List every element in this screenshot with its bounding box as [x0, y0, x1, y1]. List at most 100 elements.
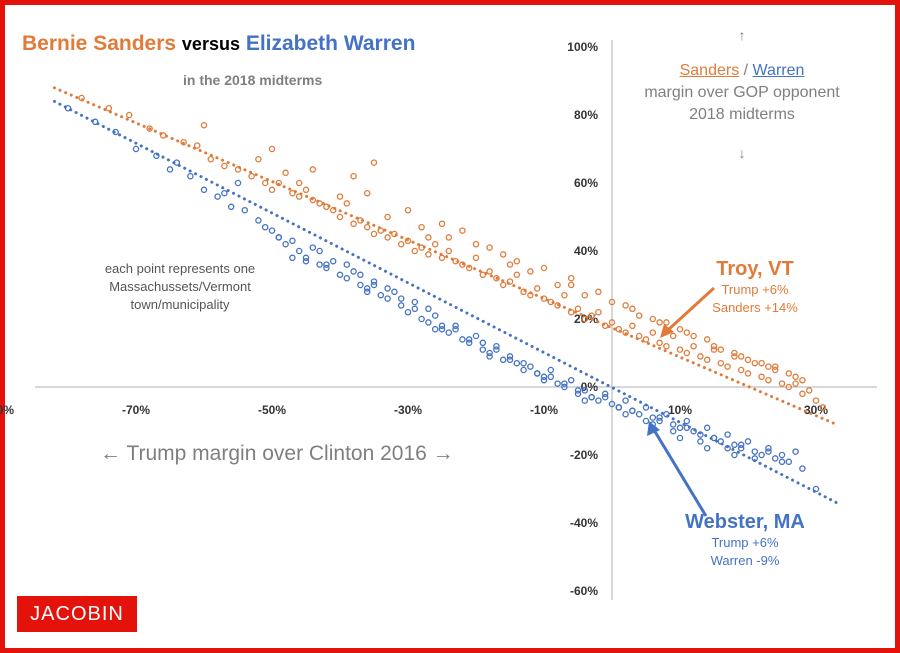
data-point [527, 363, 534, 370]
data-point [486, 353, 493, 360]
data-point [425, 234, 432, 241]
data-point [778, 458, 786, 466]
data-point [309, 166, 317, 173]
data-point [289, 237, 296, 245]
data-point [255, 155, 262, 163]
data-point [418, 244, 425, 251]
data-point [472, 240, 480, 248]
data-point [608, 298, 616, 306]
data-point [323, 261, 330, 268]
data-point [268, 227, 276, 234]
origin-tick-label: 0% [581, 380, 599, 394]
webster-line-2: Warren -9% [710, 553, 780, 568]
data-point [608, 319, 616, 326]
data-point [669, 332, 677, 340]
data-point [241, 206, 249, 214]
data-point [465, 264, 473, 272]
data-point [513, 271, 521, 279]
data-point [411, 305, 419, 313]
data-point [261, 223, 269, 231]
data-point [595, 308, 602, 316]
data-point [343, 200, 351, 207]
data-point [363, 223, 371, 231]
data-point [234, 179, 242, 187]
data-point [391, 288, 398, 296]
title-sanders: Bernie Sanders [22, 32, 177, 55]
data-point [744, 438, 752, 445]
data-point [676, 325, 684, 333]
data-point [533, 370, 541, 377]
data-point [737, 441, 745, 449]
data-point [656, 414, 663, 421]
data-point [275, 179, 283, 187]
data-point [268, 145, 276, 153]
data-point [350, 172, 357, 180]
data-point [207, 155, 215, 163]
data-point [316, 200, 323, 207]
data-point [608, 400, 616, 408]
data-point [329, 206, 337, 214]
data-point [527, 291, 534, 299]
annotation-webster: Webster, MA Trump +6% Warren -9% [672, 511, 818, 570]
data-point [309, 244, 317, 251]
data-point [710, 346, 718, 353]
data-point [615, 325, 623, 333]
data-point [731, 349, 738, 357]
data-point [574, 305, 582, 313]
data-point [601, 322, 609, 330]
data-point [302, 186, 310, 194]
data-point [397, 240, 405, 248]
data-point [105, 104, 113, 112]
webster-line-1: Trump +6% [711, 535, 779, 550]
troy-pointer-arrow [666, 286, 716, 332]
data-point [520, 288, 527, 296]
data-point [642, 404, 650, 411]
data-point [397, 302, 405, 309]
data-point [751, 448, 759, 455]
data-point [771, 366, 779, 374]
data-point [629, 305, 636, 313]
data-point [574, 387, 582, 394]
data-point [737, 353, 745, 360]
data-point [357, 271, 364, 279]
data-point [622, 397, 629, 404]
data-point [595, 397, 602, 404]
data-point [724, 444, 731, 452]
data-point [615, 404, 623, 411]
data-point [438, 325, 446, 333]
data-point [506, 356, 514, 364]
data-point [465, 336, 473, 343]
y-tick-label: 80% [574, 108, 598, 122]
data-point [404, 237, 412, 245]
data-point [404, 206, 412, 214]
data-point [690, 332, 697, 340]
data-point [656, 417, 663, 425]
data-point [663, 342, 670, 350]
data-point [343, 274, 351, 282]
data-point [248, 172, 255, 180]
data-point [370, 159, 378, 166]
data-point [261, 179, 269, 187]
annotation-troy: Troy, VT Trump +6% Sanders +14% [690, 258, 820, 317]
data-point [513, 257, 521, 265]
data-point [567, 274, 575, 282]
data-point [601, 393, 609, 401]
y-caption-line-1: Sanders / Warren [622, 60, 862, 82]
note-line-1: each point represents one [104, 261, 256, 276]
data-point [683, 417, 691, 425]
data-point [275, 234, 283, 241]
data-point [506, 353, 514, 360]
data-point [255, 217, 262, 224]
data-point [540, 295, 548, 302]
data-point [601, 390, 609, 398]
data-point [656, 319, 663, 326]
data-point [499, 356, 507, 364]
data-point [459, 227, 466, 234]
data-point [506, 278, 514, 285]
data-point [302, 254, 310, 262]
data-point [227, 203, 235, 211]
troy-line-1: Trump +6% [721, 282, 789, 297]
data-point [323, 264, 330, 272]
data-point [431, 312, 439, 319]
data-point [581, 387, 589, 394]
